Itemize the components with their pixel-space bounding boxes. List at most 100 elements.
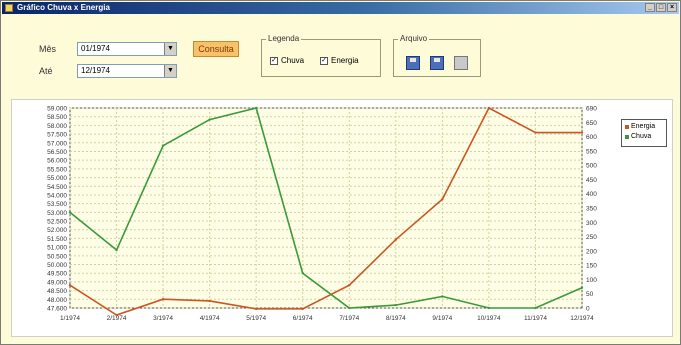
left-axis-tick-label: 49.500: [47, 271, 67, 278]
left-axis-tick-label: 48.000: [47, 297, 67, 304]
data-point-energia: [115, 313, 118, 317]
data-point-chuva: [487, 306, 491, 310]
right-axis-tick-label: 450: [586, 177, 597, 184]
right-axis-tick-label: 300: [586, 220, 597, 227]
to-label: Até: [39, 66, 53, 76]
x-axis-tick-label: 6/1974: [293, 315, 313, 322]
window-title: Gráfico Chuva x Energia: [17, 3, 110, 12]
chevron-down-icon[interactable]: ▼: [164, 65, 176, 77]
file-group-title: Arquivo: [398, 34, 430, 43]
left-axis-tick-label: 54.000: [47, 192, 67, 199]
legend-swatch-energia: [625, 125, 629, 129]
x-axis-tick-label: 9/1974: [432, 315, 452, 322]
left-axis-tick-label: 58.000: [47, 123, 67, 130]
left-axis-tick-label: 47.600: [47, 306, 67, 313]
consulta-button[interactable]: Consulta: [193, 41, 239, 57]
series-line-energia: [69, 106, 582, 316]
left-axis-tick-label: 56.500: [47, 149, 67, 156]
left-axis-tick-label: 50.500: [47, 253, 67, 260]
data-point-energia: [534, 131, 537, 134]
save-as-icon[interactable]: [430, 56, 444, 70]
left-axis-tick-label: 50.000: [47, 262, 67, 269]
check-icon: ✓: [270, 56, 278, 65]
left-axis-tick-label: 58.500: [47, 114, 67, 121]
legend-item-energia: Energia: [625, 122, 666, 132]
x-axis-tick-label: 12/1974: [570, 315, 594, 322]
left-axis-tick-label: 51.000: [47, 245, 67, 252]
print-icon[interactable]: [454, 56, 468, 70]
x-axis-tick-label: 8/1974: [386, 315, 406, 322]
right-axis-tick-label: 250: [586, 234, 597, 241]
left-axis-tick-label: 53.500: [47, 201, 67, 208]
to-date-value: 12/1974: [81, 66, 110, 75]
data-point-energia: [68, 283, 72, 287]
energia-checkbox[interactable]: ✓ Energia: [320, 56, 359, 65]
x-axis-tick-label: 2/1974: [107, 315, 127, 322]
data-point-chuva: [580, 286, 584, 289]
left-axis-tick-label: 55.500: [47, 166, 67, 173]
to-date-field[interactable]: 12/1974 ▼: [77, 64, 177, 78]
x-axis-tick-label: 11/1974: [524, 315, 547, 322]
right-axis-tick-label: 690: [586, 106, 597, 113]
legend-label-energia: Energia: [631, 123, 656, 130]
left-axis-tick-label: 52.500: [47, 219, 67, 226]
data-point-energia: [348, 283, 351, 287]
left-axis-tick-label: 57.500: [47, 132, 67, 139]
data-point-energia: [487, 106, 491, 110]
data-point-chuva: [534, 306, 537, 310]
left-axis-tick-label: 54.500: [47, 184, 67, 191]
x-axis-tick-label: 7/1974: [339, 315, 359, 322]
left-axis-tick-label: 57.000: [47, 140, 67, 147]
right-axis-tick-label: 500: [586, 163, 597, 170]
minimize-button[interactable]: _: [645, 3, 655, 12]
x-axis-tick-label: 10/1974: [477, 315, 501, 322]
from-date-field[interactable]: 01/1974 ▼: [77, 42, 177, 56]
title-bar[interactable]: Gráfico Chuva x Energia _ □ ×: [2, 2, 679, 14]
data-point-energia: [208, 299, 211, 303]
left-axis-tick-label: 53.000: [47, 210, 67, 217]
close-button[interactable]: ×: [667, 3, 677, 12]
data-point-energia: [394, 238, 398, 241]
x-axis-tick-label: 3/1974: [153, 315, 173, 322]
data-point-chuva: [208, 118, 211, 121]
x-axis-tick-label: 1/1974: [60, 315, 80, 322]
chuva-checkbox[interactable]: ✓ Chuva: [270, 56, 304, 65]
data-point-energia: [254, 307, 258, 311]
data-point-energia: [161, 298, 165, 301]
right-axis-tick-label: 650: [586, 120, 597, 127]
right-axis-tick-label: 600: [586, 134, 597, 141]
left-axis-tick-label: 48.500: [47, 288, 67, 295]
file-group: Arquivo: [393, 34, 481, 77]
data-point-chuva: [161, 144, 165, 147]
left-axis-tick-label: 55.000: [47, 175, 67, 182]
data-point-chuva: [115, 248, 118, 252]
left-axis-tick-label: 56.000: [47, 158, 67, 165]
app-icon: [5, 4, 13, 12]
right-axis-tick-label: 200: [586, 248, 597, 255]
data-point-chuva: [394, 303, 398, 307]
check-icon: ✓: [320, 56, 328, 65]
data-point-energia: [580, 131, 584, 134]
chart-panel: 59.000 58.500 58.000 57.500 57.000 56.500 56.0…: [11, 99, 673, 337]
data-point-energia: [301, 307, 304, 311]
save-icon[interactable]: [406, 56, 420, 70]
from-date-value: 01/1974: [81, 44, 110, 53]
x-axis-tick-label: 5/1974: [246, 315, 266, 322]
from-label: Mês: [39, 44, 57, 54]
chart-legend: Energia Chuva: [621, 119, 667, 147]
left-axis-tick-label: 49.000: [47, 279, 67, 286]
left-axis-tick-label: 51.500: [47, 236, 67, 243]
right-axis-tick-label: 350: [586, 206, 597, 213]
legend-group: Legenda ✓ Chuva ✓ Energia: [261, 34, 381, 77]
right-axis-tick-label: 150: [586, 263, 597, 270]
maximize-button[interactable]: □: [656, 3, 666, 12]
right-axis-tick-label: 0: [586, 306, 590, 313]
data-point-chuva: [254, 106, 258, 110]
legend-label-chuva: Chuva: [631, 133, 652, 140]
left-axis-tick-label: 59.000: [47, 106, 67, 113]
left-axis-tick-label: 52.000: [47, 227, 67, 234]
chevron-down-icon[interactable]: ▼: [164, 43, 176, 55]
data-point-chuva: [301, 272, 304, 275]
